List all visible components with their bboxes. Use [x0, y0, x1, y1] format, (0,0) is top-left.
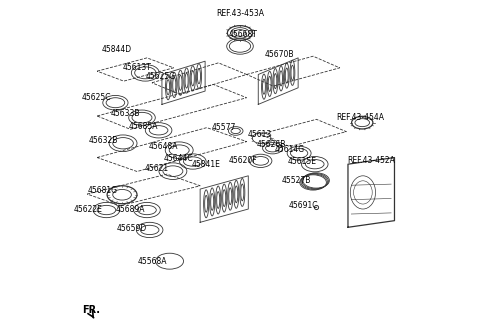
- Text: 45625C: 45625C: [82, 92, 111, 102]
- Text: 45626B: 45626B: [257, 140, 286, 149]
- Text: REF.43-454A: REF.43-454A: [336, 113, 384, 122]
- Text: 45668T: 45668T: [229, 30, 258, 39]
- Text: 45620F: 45620F: [229, 156, 258, 165]
- Text: 45577: 45577: [211, 123, 236, 132]
- Text: 45614G: 45614G: [275, 145, 305, 154]
- Text: 45622E: 45622E: [73, 205, 102, 213]
- Text: 45648A: 45648A: [148, 142, 178, 151]
- Text: 45625G: 45625G: [146, 72, 176, 81]
- Text: 45841E: 45841E: [192, 160, 220, 169]
- Text: 45681G: 45681G: [88, 186, 118, 195]
- Text: FR.: FR.: [82, 305, 100, 315]
- Text: 45691C: 45691C: [289, 201, 319, 210]
- Text: 45689A: 45689A: [116, 205, 145, 213]
- Text: 45644C: 45644C: [164, 154, 193, 163]
- Text: 45632B: 45632B: [89, 136, 119, 145]
- Text: 45613T: 45613T: [122, 63, 152, 72]
- Text: 45685A: 45685A: [129, 122, 158, 131]
- Text: REF.43-453A: REF.43-453A: [216, 8, 264, 17]
- Text: 45633B: 45633B: [110, 109, 140, 118]
- Text: 45670B: 45670B: [265, 50, 295, 59]
- Text: 45659D: 45659D: [117, 224, 147, 233]
- Text: REF.43-452A: REF.43-452A: [348, 156, 395, 165]
- Text: 45568A: 45568A: [138, 257, 168, 266]
- Text: 45844D: 45844D: [101, 45, 132, 54]
- Text: 45613: 45613: [248, 130, 272, 139]
- Text: 45527B: 45527B: [282, 176, 311, 185]
- Text: 45615E: 45615E: [288, 157, 316, 166]
- Text: 45621: 45621: [144, 164, 168, 173]
